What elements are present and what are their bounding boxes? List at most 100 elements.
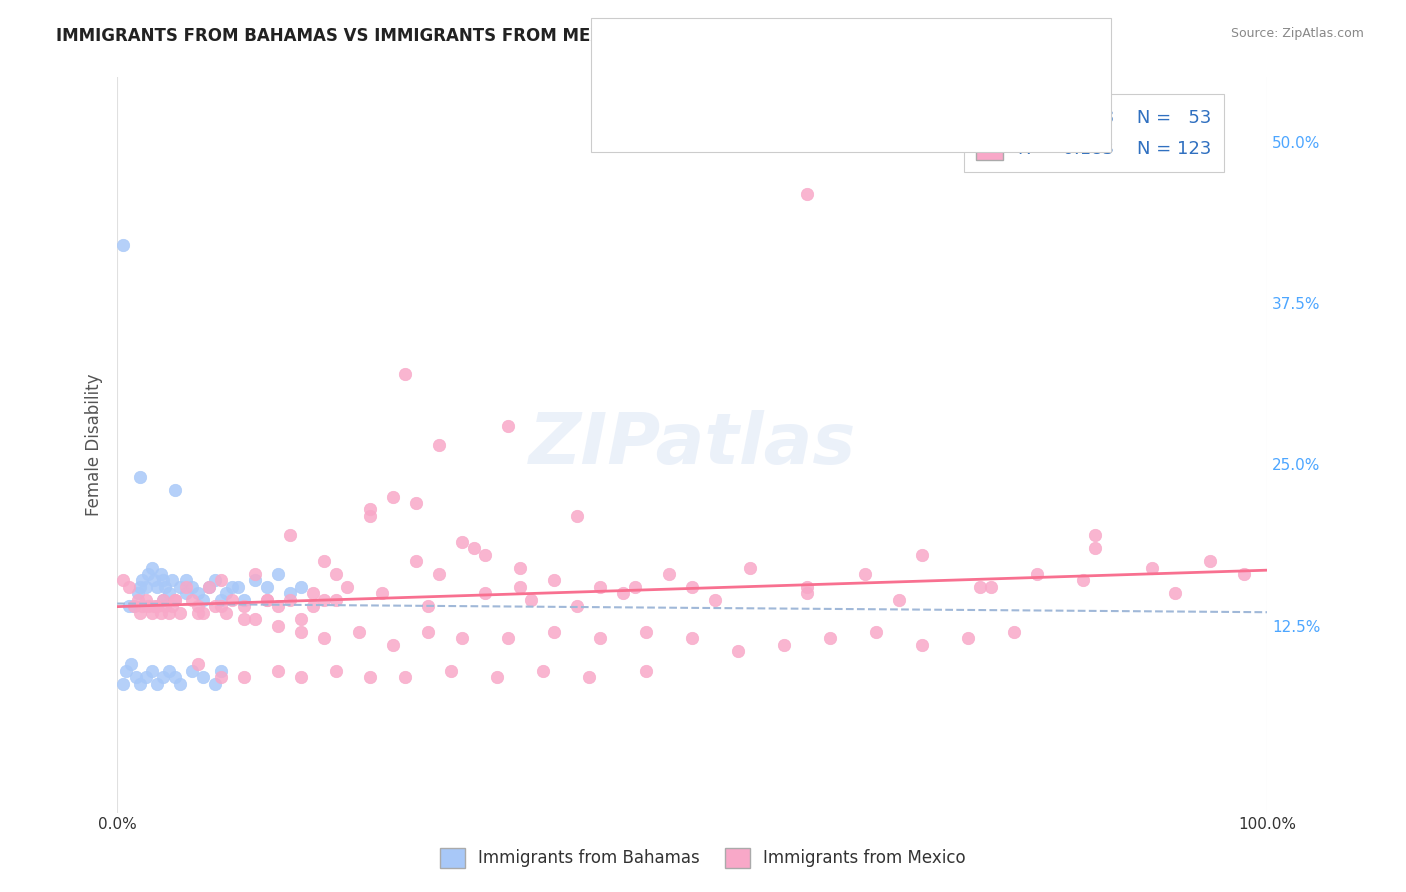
Point (359, 670, 381, 684)
Point (485, 670, 508, 684)
Point (325, 592, 347, 607)
Point (267, 566, 290, 581)
Point (681, 632, 703, 646)
Point (394, 670, 416, 684)
Point (359, 508, 381, 523)
Point (127, 592, 149, 607)
Point (169, 676, 191, 690)
Point (301, 599, 323, 614)
Point (232, 612, 254, 626)
Point (193, 670, 215, 684)
Point (174, 580, 197, 594)
Point (612, 586, 634, 600)
Point (256, 592, 278, 607)
Point (245, 566, 267, 581)
Point (704, 592, 727, 607)
Point (174, 574, 197, 588)
Point (221, 592, 243, 607)
Legend: Immigrants from Bahamas, Immigrants from Mexico: Immigrants from Bahamas, Immigrants from… (433, 841, 973, 875)
Point (232, 599, 254, 614)
Point (129, 580, 152, 594)
Point (865, 625, 887, 640)
Point (509, 580, 531, 594)
Point (267, 664, 290, 678)
Point (1142, 560, 1164, 574)
Point (853, 566, 876, 581)
Point (623, 580, 645, 594)
Point (155, 580, 177, 594)
Point (256, 580, 278, 594)
Point (187, 606, 209, 620)
Point (636, 664, 658, 678)
Text: IMMIGRANTS FROM BAHAMAS VS IMMIGRANTS FROM MEXICO FEMALE DISABILITY CORRELATION : IMMIGRANTS FROM BAHAMAS VS IMMIGRANTS FR… (56, 27, 1031, 45)
Point (111, 574, 134, 588)
Point (531, 664, 554, 678)
Point (162, 574, 184, 588)
Point (1084, 528, 1107, 542)
Point (427, 438, 450, 452)
Point (152, 670, 174, 684)
Point (980, 580, 1002, 594)
Point (957, 632, 980, 646)
Point (589, 632, 612, 646)
Point (347, 625, 370, 640)
Point (111, 238, 134, 252)
Point (204, 599, 226, 614)
Point (209, 670, 232, 684)
Point (451, 534, 474, 549)
Point (198, 580, 221, 594)
Point (136, 566, 159, 581)
Point (359, 502, 381, 516)
Point (245, 612, 267, 626)
Point (215, 606, 238, 620)
Point (440, 664, 463, 678)
Point (278, 528, 301, 542)
Point (152, 574, 174, 588)
Point (181, 580, 204, 594)
Point (911, 548, 934, 562)
Point (325, 664, 347, 678)
Point (820, 632, 842, 646)
Point (636, 625, 658, 640)
Point (382, 490, 405, 504)
Point (143, 599, 166, 614)
Point (155, 599, 177, 614)
Point (143, 574, 166, 588)
Point (416, 599, 439, 614)
Point (232, 592, 254, 607)
Point (198, 580, 221, 594)
Point (149, 566, 172, 581)
Point (290, 612, 312, 626)
Point (181, 664, 204, 678)
Point (136, 599, 159, 614)
Point (162, 599, 184, 614)
Point (405, 554, 427, 568)
Point (911, 638, 934, 652)
Point (314, 592, 336, 607)
Point (496, 632, 519, 646)
Point (221, 580, 243, 594)
Point (290, 580, 312, 594)
Point (193, 592, 215, 607)
Point (427, 566, 450, 581)
Point (209, 664, 232, 678)
Point (163, 670, 186, 684)
Point (204, 676, 226, 690)
Point (129, 606, 152, 620)
Point (120, 657, 142, 672)
Point (509, 560, 531, 574)
Point (157, 586, 180, 600)
Y-axis label: Female Disability: Female Disability (86, 374, 103, 516)
Point (163, 483, 186, 497)
Point (124, 599, 146, 614)
Point (163, 592, 186, 607)
Point (135, 580, 157, 594)
Point (209, 599, 232, 614)
Point (149, 606, 172, 620)
Point (773, 638, 796, 652)
Point (204, 574, 226, 588)
Point (543, 625, 565, 640)
Point (115, 664, 138, 678)
Point (131, 574, 153, 588)
Point (152, 592, 174, 607)
